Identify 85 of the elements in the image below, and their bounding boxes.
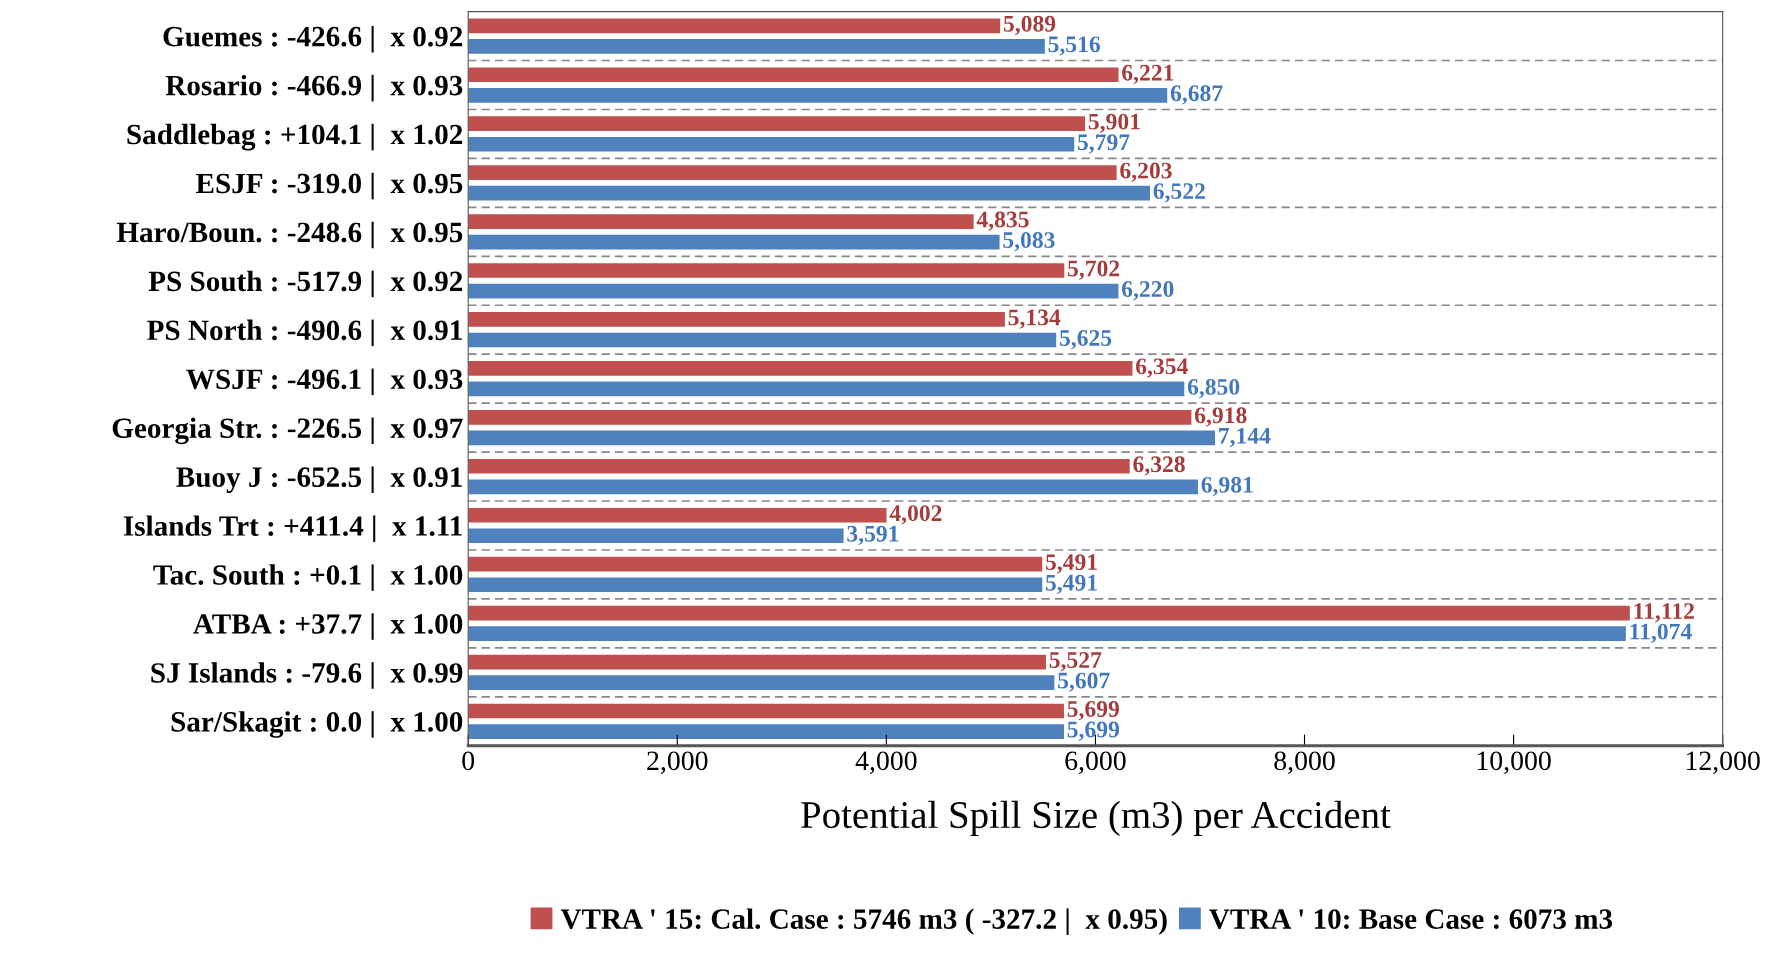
data-label: 5,134 [1008, 309, 1061, 329]
data-label: 5,089 [1003, 15, 1056, 36]
y-tick-label: Haro/Boun. : -248.6 | x 0.95 [116, 221, 463, 249]
legend-label: VTRA ' 15: Cal. Case : 5746 m3 ( -327.2 | x 0.95) [560, 908, 1167, 935]
data-label: 11,112 [1634, 603, 1694, 623]
y-tick-label: Sar/Skagit : 0.0 | x 1.00 [171, 711, 463, 738]
data-label: 5,491 [1045, 574, 1097, 595]
bar [468, 234, 1000, 250]
data-label: 4,835 [976, 211, 1029, 231]
bar [468, 39, 1045, 54]
data-label: 6,203 [1120, 162, 1172, 182]
y-tick-label: PS South : -517.9 | x 0.92 [148, 270, 463, 298]
data-label: 6,328 [1133, 456, 1185, 476]
bar [468, 605, 1630, 621]
x-tick-label: 0 [462, 751, 475, 771]
data-label: 5,699 [1067, 701, 1120, 721]
y-tick-label: Tac. South : +0.1 | x 1.00 [153, 564, 463, 591]
data-label: 5,625 [1059, 330, 1112, 350]
bar [468, 67, 1119, 83]
bar [468, 507, 887, 523]
data-label: 6,981 [1201, 476, 1253, 497]
bar [468, 165, 1117, 180]
data-label: 5,607 [1058, 672, 1110, 692]
bar [468, 724, 1064, 739]
data-label: 5,797 [1077, 134, 1130, 154]
y-tick-label: Rosario : -466.9 | x 0.93 [165, 74, 463, 102]
data-label: 6,850 [1187, 378, 1240, 399]
bar [468, 136, 1075, 152]
y-tick-label: Guemes : -426.6 | x 0.92 [163, 25, 463, 53]
data-label: 3,591 [847, 525, 899, 546]
data-label: 5,702 [1068, 260, 1120, 280]
bar [468, 410, 1192, 425]
y-tick-label: Saddlebag : +104.1 | x 1.02 [127, 123, 463, 151]
bar [468, 361, 1133, 376]
x-tick-label: 4,000 [855, 751, 917, 775]
data-label: 5,901 [1088, 113, 1140, 134]
bar [468, 332, 1057, 348]
bar [468, 185, 1150, 201]
bar [468, 703, 1064, 719]
y-tick-label: WSJF : -496.1 | x 0.93 [186, 368, 463, 396]
bar [468, 430, 1216, 446]
y-tick-label: ESJF : -319.0 | x 0.95 [196, 172, 463, 200]
data-label: 5,083 [1003, 232, 1055, 252]
y-tick-label: ATBA : +37.7 | x 1.00 [193, 613, 463, 640]
bar [468, 283, 1119, 299]
bar [468, 675, 1055, 690]
data-label: 6,221 [1122, 64, 1174, 85]
bar [468, 458, 1130, 474]
x-tick-label: 10,000 [1477, 751, 1551, 775]
bar [468, 214, 974, 229]
bar [468, 479, 1198, 495]
y-tick-label: PS North : -490.6 | x 0.91 [147, 319, 462, 347]
data-label: 5,527 [1049, 652, 1102, 672]
bar [468, 87, 1168, 103]
y-tick-label: Islands Trt : +411.4 | x 1.11 [123, 515, 462, 542]
data-label: 6,522 [1153, 183, 1205, 203]
x-tick-label: 2,000 [647, 751, 708, 775]
x-tick-label: 12,000 [1686, 751, 1760, 775]
y-tick-label: Buoy J : -652.5 | x 0.91 [176, 466, 462, 493]
data-label: 4,002 [889, 505, 942, 525]
bar [468, 556, 1043, 572]
x-axis-title: Potential Spill Size (m3) per Accident [801, 800, 1391, 837]
legend-label: VTRA ' 10: Base Case : 6073 m3 [1209, 909, 1613, 930]
data-label: 6,354 [1136, 358, 1188, 378]
y-tick-label: Georgia Str. : -226.5 | x 0.97 [112, 417, 463, 445]
x-tick-label: 8,000 [1274, 751, 1335, 775]
data-label: 5,516 [1048, 36, 1101, 56]
y-tick-label: SJ Islands : -79.6 | x 0.99 [151, 662, 463, 689]
bar [468, 312, 1005, 327]
data-label: 6,687 [1170, 85, 1223, 105]
data-label: 11,074 [1630, 623, 1692, 643]
bar [468, 18, 1001, 34]
bar [468, 381, 1185, 397]
bar [468, 654, 1046, 670]
data-label: 7,144 [1219, 427, 1271, 448]
bar [468, 116, 1086, 132]
bar [468, 528, 844, 544]
x-tick-label: 6,000 [1065, 751, 1126, 775]
bar [468, 263, 1065, 278]
bar [468, 626, 1626, 642]
data-label: 5,491 [1045, 554, 1097, 574]
data-label: 5,699 [1067, 721, 1120, 741]
bar [468, 577, 1043, 593]
data-label: 6,220 [1122, 281, 1174, 301]
data-label: 6,918 [1194, 407, 1247, 427]
